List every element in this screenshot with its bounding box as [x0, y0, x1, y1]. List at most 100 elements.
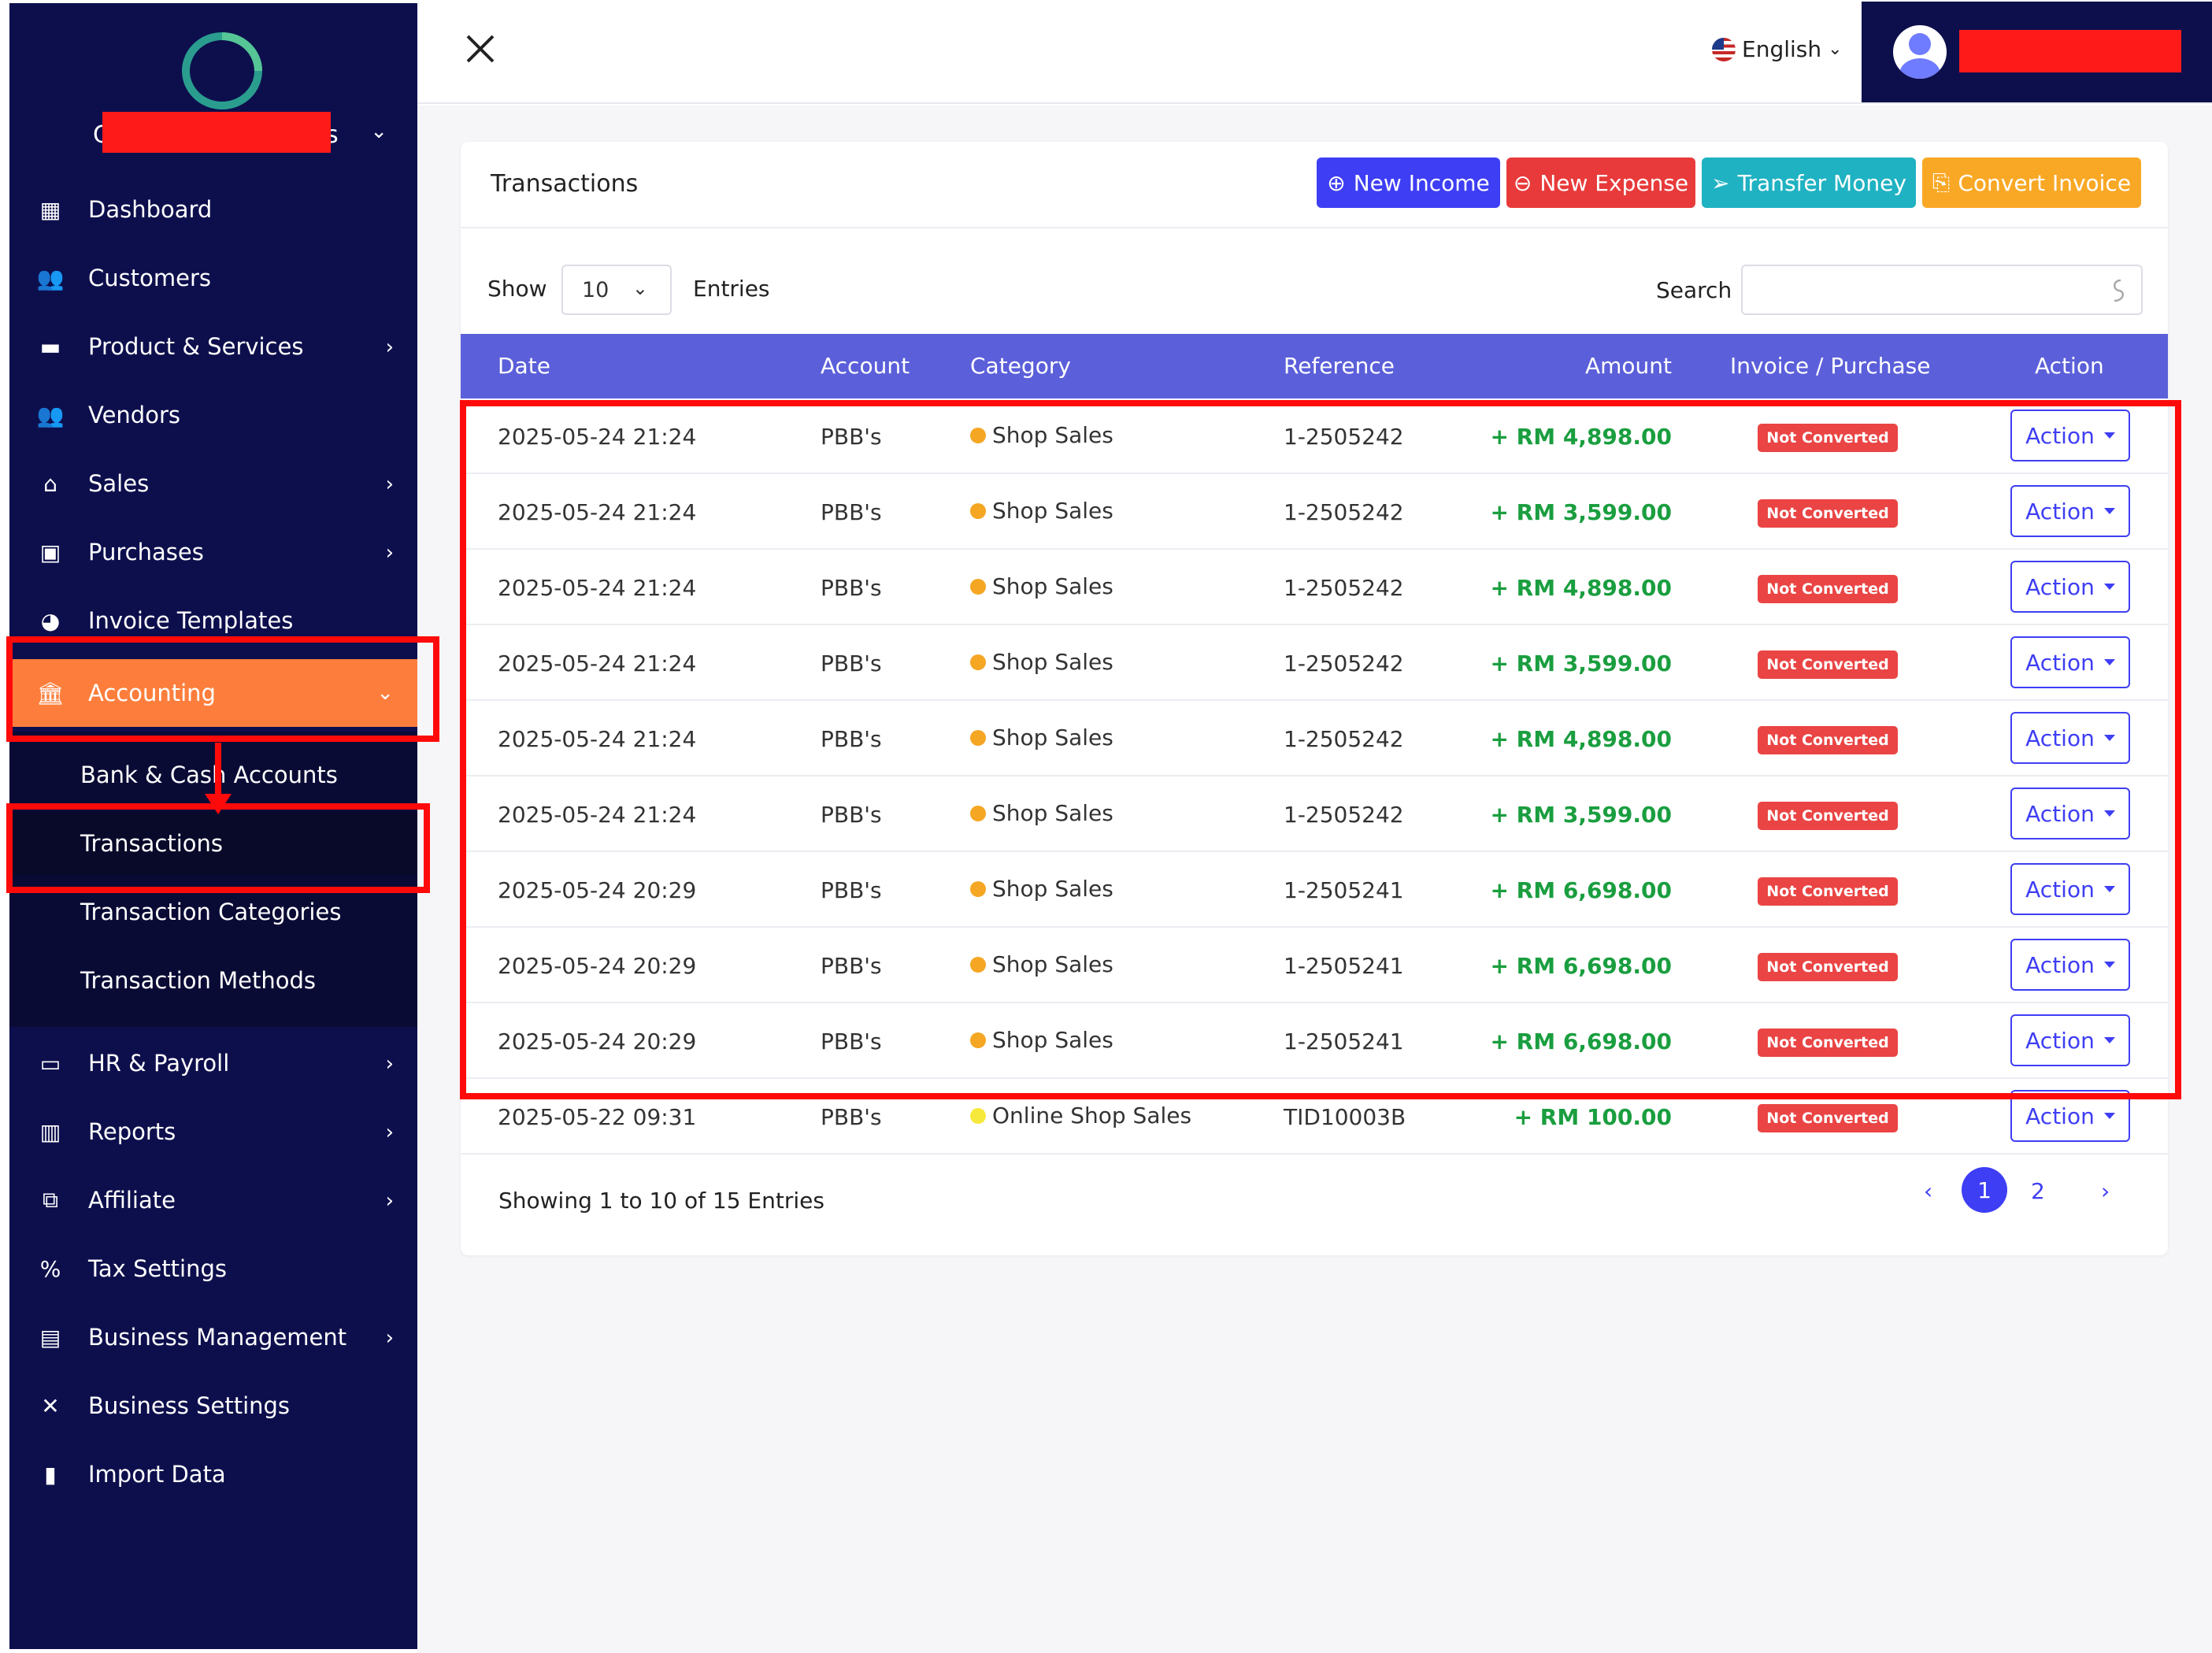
cell-reference: 1-2505242	[1284, 499, 1404, 525]
action-label: Action	[2025, 498, 2095, 524]
money-icon: ▭	[39, 1050, 61, 1077]
category-label: Shop Sales	[992, 725, 1113, 751]
cell-category: Shop Sales	[970, 422, 1113, 448]
plus-circle-icon: ⊕	[1327, 169, 1346, 196]
page-title: Transactions	[491, 170, 639, 198]
nav-import-data[interactable]: ▮ Import Data	[9, 1443, 417, 1506]
transfer-money-button[interactable]: ➢ Transfer Money	[1702, 158, 1916, 208]
chevron-right-icon: ›	[385, 473, 394, 496]
action-dropdown-button[interactable]: Action	[2010, 561, 2130, 613]
cell-date: 2025-05-24 20:29	[498, 877, 697, 903]
next-page-button[interactable]: ›	[2101, 1178, 2110, 1204]
nav-hr-payroll[interactable]: ▭ HR & Payroll ›	[9, 1032, 417, 1095]
action-dropdown-button[interactable]: Action	[2010, 636, 2130, 688]
sub-transaction-methods-label: Transaction Methods	[80, 967, 316, 994]
nav-vendors[interactable]: 👥 Vendors	[9, 384, 417, 447]
category-dot-icon	[970, 1032, 986, 1048]
table-row: 2025-05-22 09:31 PBB's Online Shop Sales TI…	[461, 1079, 2168, 1155]
user-menu[interactable]	[1862, 2, 2212, 102]
action-dropdown-button[interactable]: Action	[2010, 410, 2130, 461]
file-import-icon: ▮	[44, 1461, 57, 1488]
minus-circle-icon: ⊖	[1513, 169, 1532, 196]
action-dropdown-button[interactable]: Action	[2010, 939, 2130, 991]
cell-amount: + RM 4,898.00	[1490, 726, 1672, 752]
language-selector[interactable]: English ⌄	[1712, 36, 1843, 62]
col-date[interactable]: Date	[498, 353, 550, 379]
nav-business-settings[interactable]: ✕ Business Settings	[9, 1374, 417, 1437]
sub-transaction-categories[interactable]: Transaction Categories	[9, 880, 417, 943]
cell-category: Shop Sales	[970, 649, 1113, 675]
cell-reference: 1-2505242	[1284, 575, 1404, 601]
col-invoice-purchase[interactable]: Invoice / Purchase	[1730, 353, 1931, 379]
action-dropdown-button[interactable]: Action	[2010, 1014, 2130, 1066]
sub-transaction-methods[interactable]: Transaction Methods	[9, 949, 417, 1012]
prev-page-button[interactable]: ‹	[1924, 1178, 1933, 1204]
cell-date: 2025-05-24 21:24	[498, 802, 697, 828]
chevron-right-icon: ›	[385, 1121, 394, 1144]
col-category[interactable]: Category	[970, 353, 1071, 379]
new-expense-button[interactable]: ⊖ New Expense	[1506, 158, 1695, 208]
action-dropdown-button[interactable]: Action	[2010, 712, 2130, 764]
col-reference[interactable]: Reference	[1284, 353, 1395, 379]
new-income-button[interactable]: ⊕ New Income	[1317, 158, 1500, 208]
caret-down-icon	[2103, 962, 2115, 968]
chevron-right-icon: ›	[385, 1189, 394, 1213]
status-badge: Not Converted	[1758, 726, 1898, 754]
nav-business-management[interactable]: ▤ Business Management ›	[9, 1306, 417, 1369]
convert-invoice-label: Convert Invoice	[1958, 169, 2132, 196]
col-amount[interactable]: Amount	[1584, 353, 1672, 379]
sub-bank-cash-accounts[interactable]: Bank & Cash Accounts	[9, 743, 417, 806]
caret-down-icon	[2103, 1113, 2115, 1119]
nav-reports[interactable]: ▥ Reports ›	[9, 1100, 417, 1163]
cell-category: Shop Sales	[970, 498, 1113, 524]
cell-amount: + RM 4,898.00	[1490, 424, 1672, 450]
cell-amount: + RM 100.00	[1514, 1104, 1672, 1130]
nav-accounting[interactable]: 🏛 Accounting ⌄	[9, 659, 417, 727]
cell-date: 2025-05-22 09:31	[498, 1104, 697, 1130]
nav-products-label: Product & Services	[88, 333, 304, 360]
nav-tax-settings[interactable]: % Tax Settings	[9, 1237, 417, 1300]
col-account[interactable]: Account	[821, 353, 910, 379]
annotation-arrow-head	[205, 794, 232, 814]
nav-invoice-templates[interactable]: ◕ Invoice Templates	[9, 589, 417, 652]
action-dropdown-button[interactable]: Action	[2010, 863, 2130, 915]
nav-products[interactable]: ▬ Product & Services ›	[9, 315, 417, 378]
action-dropdown-button[interactable]: Action	[2010, 485, 2130, 537]
company-switcher[interactable]: C s ⌄	[80, 112, 411, 161]
search-input[interactable]	[1741, 265, 2143, 315]
nav-invoice-templates-label: Invoice Templates	[88, 607, 294, 634]
nav-sales[interactable]: ⌂ Sales ›	[9, 452, 417, 515]
nav-purchases[interactable]: ▣ Purchases ›	[9, 521, 417, 584]
page-1-button[interactable]: 1	[1962, 1167, 2007, 1213]
chevron-right-icon: ›	[385, 541, 394, 565]
nav-customers[interactable]: 👥 Customers	[9, 246, 417, 309]
entries-label: Entries	[693, 276, 770, 302]
cell-category: Shop Sales	[970, 800, 1113, 826]
paper-plane-icon: ➢	[1711, 169, 1730, 196]
action-dropdown-button[interactable]: Action	[2010, 1090, 2130, 1142]
category-dot-icon	[970, 880, 986, 897]
sub-transactions-label: Transactions	[80, 830, 224, 857]
sub-transactions[interactable]: Transactions	[9, 812, 417, 875]
category-label: Shop Sales	[992, 573, 1113, 599]
nav-affiliate[interactable]: ⧉ Affiliate ›	[9, 1169, 417, 1232]
network-icon: ⧉	[43, 1187, 58, 1213]
page-size-select[interactable]: 10 ⌄	[561, 265, 672, 315]
nav-affiliate-label: Affiliate	[88, 1187, 176, 1214]
table-row: 2025-05-24 20:29 PBB's Shop Sales 1-2505241…	[461, 852, 2168, 928]
close-icon[interactable]	[461, 30, 499, 68]
cell-amount: + RM 3,599.00	[1490, 499, 1672, 525]
category-dot-icon	[970, 578, 986, 595]
convert-invoice-button[interactable]: ⎘ Convert Invoice	[1922, 158, 2141, 208]
page-2-button[interactable]: 2	[2031, 1178, 2045, 1204]
nav-dashboard[interactable]: ▦ Dashboard	[9, 178, 417, 241]
chevron-down-icon: ⌄	[632, 277, 648, 299]
action-dropdown-button[interactable]: Action	[2010, 788, 2130, 839]
cell-date: 2025-05-24 21:24	[498, 424, 697, 450]
percent-icon: %	[39, 1255, 61, 1282]
language-label: English	[1742, 36, 1822, 62]
cell-amount: + RM 3,599.00	[1490, 650, 1672, 676]
chevron-right-icon: ›	[385, 1052, 394, 1076]
new-expense-label: New Expense	[1540, 169, 1689, 196]
table-row: 2025-05-24 20:29 PBB's Shop Sales 1-2505241…	[461, 1003, 2168, 1079]
